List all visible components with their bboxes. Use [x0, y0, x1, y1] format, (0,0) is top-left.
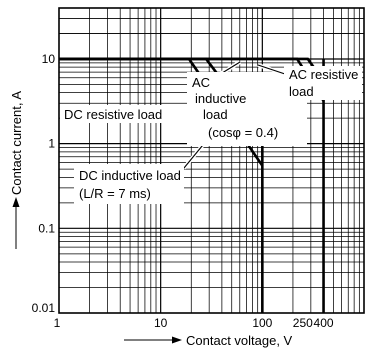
annotation-text: load [203, 107, 228, 122]
annotation-text: DC inductive load [79, 168, 181, 183]
grid [59, 8, 364, 313]
x-axis-arrow-head [172, 336, 182, 344]
annotation-bg [60, 105, 188, 123]
annotation-text: AC [192, 75, 210, 90]
x-axis-label: Contact voltage, V [186, 333, 293, 348]
annotation-text: AC resistive [289, 67, 358, 82]
x-tick-label: 100 [252, 316, 272, 330]
annotation-text: (cosφ = 0.4) [208, 125, 278, 140]
annotation-bg [284, 66, 362, 100]
x-tick-label: 1 [54, 316, 61, 330]
x-tick-labels: 1 10 100 250 400 [54, 316, 334, 330]
y-axis-arrow-head [12, 197, 20, 207]
annotation-2: DC inductive load (L/R = 7 ms) [74, 138, 209, 204]
annotation-text: inductive [195, 91, 246, 106]
x-tick-label: 250 [293, 316, 313, 330]
y-axis-label: Contact current, A [9, 91, 24, 195]
x-tick-label: 400 [314, 316, 334, 330]
y-tick-label: 0.1 [38, 221, 55, 235]
annotation-bg [74, 164, 184, 204]
annotation-layer: DC resistive load DC inductive load (L/R =… [60, 60, 362, 204]
plot-frame [58, 7, 365, 314]
annotation-text: DC resistive load [64, 107, 162, 122]
y-axis-label-group: Contact current, A [9, 91, 24, 249]
annotation-leader [257, 64, 286, 75]
annotation-1: DC resistive load [60, 105, 188, 123]
annotation-4: AC resistive load [257, 63, 362, 100]
annotation-text: load [289, 84, 314, 99]
y-tick-label: 1 [48, 137, 55, 151]
annotation-text: (L/R = 7 ms) [79, 186, 151, 201]
y-tick-label: 0.01 [32, 301, 56, 315]
y-tick-label: 10 [42, 52, 56, 66]
y-tick-labels: 10 1 0.1 0.01 [32, 52, 56, 315]
x-axis-label-group: Contact voltage, V [124, 333, 293, 348]
x-tick-label: 10 [154, 316, 168, 330]
